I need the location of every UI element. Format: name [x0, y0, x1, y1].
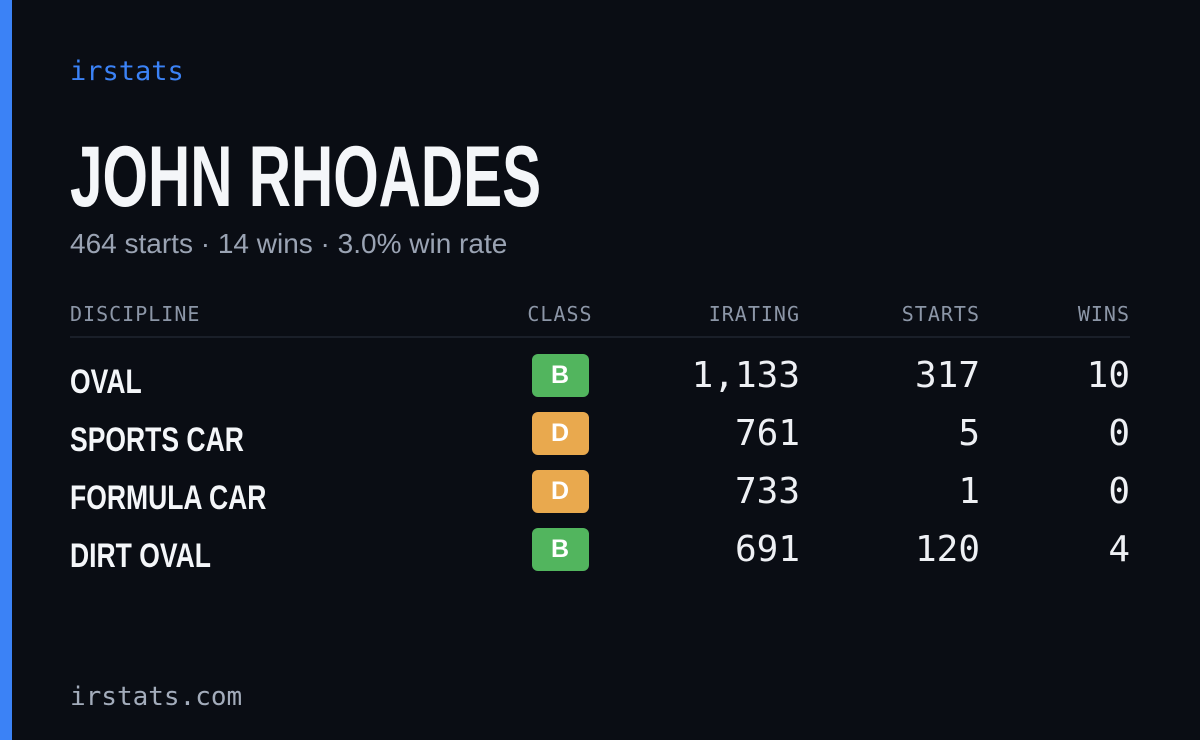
starts: 1 [958, 471, 980, 512]
class-badge: D [531, 412, 589, 455]
class-badge: B [531, 354, 589, 397]
wins: 0 [1108, 413, 1130, 454]
irating: 733 [734, 471, 800, 512]
footer: irstats.com [70, 682, 243, 712]
discipline: OVAL [70, 363, 142, 401]
wins: 10 [1086, 355, 1130, 396]
header-divider [70, 336, 1130, 338]
accent-bar [0, 0, 12, 740]
wins: 0 [1108, 471, 1130, 512]
column-header: STARTS [901, 302, 980, 326]
starts: 317 [914, 355, 980, 396]
starts: 5 [958, 413, 980, 454]
irating: 761 [734, 413, 800, 454]
column-header: WINS [1077, 302, 1130, 326]
driver-summary: 464 starts · 14 wins · 3.0% win rate [70, 228, 508, 259]
column-header: DISCIPLINE [70, 302, 201, 326]
discipline: SPORTS CAR [70, 421, 244, 459]
discipline: FORMULA CAR [70, 479, 267, 517]
column-header: IRATING [708, 302, 800, 326]
class-badge: B [531, 528, 589, 571]
starts: 120 [914, 529, 980, 570]
class-badge: D [531, 470, 589, 513]
irating: 1,133 [691, 355, 800, 396]
discipline: DIRT OVAL [70, 537, 211, 575]
irating: 691 [734, 529, 800, 570]
column-header: CLASS [527, 302, 593, 326]
brand: irstats [70, 56, 184, 87]
wins: 4 [1108, 529, 1130, 570]
driver-name: JOHN RHOADES [70, 129, 542, 225]
